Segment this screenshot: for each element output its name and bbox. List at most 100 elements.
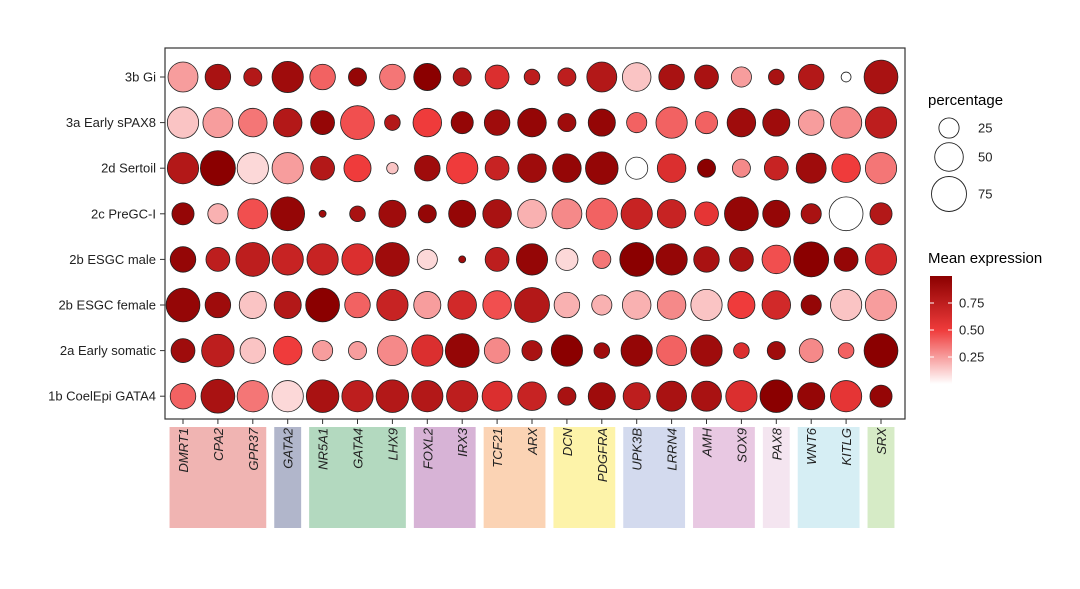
dot-SRX-1 xyxy=(864,106,898,139)
dot-GATA4-0 xyxy=(348,67,367,87)
dot-GPR37-1 xyxy=(238,107,268,138)
dot-WNT6-3 xyxy=(800,203,822,225)
dot-GPR37-5 xyxy=(238,291,267,319)
dot-CPA2-5 xyxy=(204,291,232,319)
dot-SRX-0 xyxy=(863,59,899,95)
dot-AMH-4 xyxy=(693,246,720,273)
plot-panel xyxy=(164,47,906,420)
dot-FOXL2-2 xyxy=(414,155,441,182)
cluster-label: 2b ESGC male xyxy=(69,252,156,267)
dot-CPA2-4 xyxy=(205,247,231,272)
dot-SRX-2 xyxy=(864,152,898,185)
dot-DCN-2 xyxy=(552,153,582,183)
dot-LHX9-7 xyxy=(375,379,410,413)
dot-ARX-6 xyxy=(521,340,543,362)
dot-FOXL2-7 xyxy=(411,380,444,413)
dot-DMRT1-1 xyxy=(166,106,200,139)
color-legend-title: Mean expression xyxy=(928,250,1042,267)
dot-KITLG-0 xyxy=(840,71,852,83)
dot-KITLG-4 xyxy=(833,247,859,272)
gene-group-band-8 xyxy=(762,427,790,528)
dot-UPK3B-6 xyxy=(620,334,653,367)
dot-LRRN4-5 xyxy=(656,290,687,320)
color-scale-bar xyxy=(930,276,952,384)
dot-AMH-7 xyxy=(691,380,722,412)
cluster-label: 2d Sertoil xyxy=(101,161,156,176)
gene-group-band-0 xyxy=(169,427,267,528)
size-legend-circle xyxy=(938,117,960,139)
gene-group-band-3 xyxy=(413,427,476,528)
dot-ARX-4 xyxy=(515,243,549,276)
gene-group-band-1 xyxy=(274,427,302,528)
size-legend-label: 50 xyxy=(978,150,992,165)
dot-UPK3B-2 xyxy=(625,156,649,180)
dot-AMH-0 xyxy=(694,64,719,90)
dot-ARX-0 xyxy=(523,68,541,86)
dot-NR5A1-6 xyxy=(312,340,334,362)
dot-CPA2-7 xyxy=(200,378,236,414)
gene-label: PDGFRA xyxy=(595,428,610,482)
gene-label: CPA2 xyxy=(211,427,226,461)
gene-group-band-5 xyxy=(553,427,616,528)
gene-label: DMRT1 xyxy=(176,428,191,473)
gene-label: SOX9 xyxy=(734,428,749,463)
dot-WNT6-5 xyxy=(800,294,822,316)
size-legend-label: 25 xyxy=(978,121,992,136)
dot-SOX9-1 xyxy=(726,107,757,138)
size-legend-circle xyxy=(934,142,964,172)
dot-TCF21-3 xyxy=(482,199,512,229)
dot-IRX3-2 xyxy=(446,152,479,185)
dot-LRRN4-1 xyxy=(655,106,688,139)
gene-label: FOXL2 xyxy=(420,427,435,469)
dot-PDGFRA-0 xyxy=(586,61,618,93)
dot-IRX3-4 xyxy=(458,255,467,264)
dot-KITLG-2 xyxy=(831,153,861,183)
dot-LHX9-6 xyxy=(377,335,408,366)
colorbar-label: 0.75 xyxy=(959,296,984,311)
dot-CPA2-2 xyxy=(199,150,236,187)
dot-GATA4-7 xyxy=(341,380,374,413)
dot-PAX8-3 xyxy=(762,199,791,228)
dot-KITLG-3 xyxy=(828,196,864,232)
dot-UPK3B-0 xyxy=(622,62,652,92)
dot-GPR37-4 xyxy=(235,242,271,277)
dot-DMRT1-7 xyxy=(169,383,197,410)
dot-GATA4-3 xyxy=(349,205,366,223)
cluster-label: 2a Early somatic xyxy=(60,343,157,358)
dot-KITLG-1 xyxy=(830,106,863,139)
gene-label: AMH xyxy=(700,427,715,458)
dot-FOXL2-5 xyxy=(413,291,442,319)
dot-TCF21-2 xyxy=(484,155,510,181)
dot-DMRT1-2 xyxy=(166,152,200,185)
dot-TCF21-7 xyxy=(481,380,513,412)
dot-PDGFRA-7 xyxy=(587,382,616,411)
dot-PAX8-0 xyxy=(768,68,785,86)
dot-PAX8-4 xyxy=(761,244,791,275)
dot-SRX-7 xyxy=(869,384,893,408)
dot-PDGFRA-2 xyxy=(585,151,619,185)
size-legend-items: 25 50 75 xyxy=(931,117,992,212)
dot-PDGFRA-1 xyxy=(587,108,616,137)
dot-ARX-2 xyxy=(517,153,547,183)
dot-SRX-4 xyxy=(864,243,898,276)
dot-SOX9-5 xyxy=(727,291,756,319)
dot-DCN-1 xyxy=(557,113,577,133)
dot-WNT6-6 xyxy=(798,338,824,363)
dot-GPR37-0 xyxy=(243,67,263,87)
dot-CPA2-0 xyxy=(204,63,232,91)
dot-CPA2-3 xyxy=(207,203,229,225)
dot-IRX3-0 xyxy=(452,67,472,87)
gene-label: UPK3B xyxy=(630,428,645,471)
dot-DCN-7 xyxy=(557,386,577,406)
dot-LHX9-3 xyxy=(378,199,407,228)
dot-GATA4-1 xyxy=(340,105,375,140)
dot-GATA2-3 xyxy=(270,196,306,232)
dot-CPA2-6 xyxy=(201,333,235,368)
gene-group-band-9 xyxy=(797,427,860,528)
gene-label: DCN xyxy=(560,427,575,456)
gene-group-band-4 xyxy=(483,427,546,528)
dot-GATA2-4 xyxy=(271,243,304,276)
dot-WNT6-0 xyxy=(798,63,825,91)
dot-ARX-5 xyxy=(514,287,550,323)
